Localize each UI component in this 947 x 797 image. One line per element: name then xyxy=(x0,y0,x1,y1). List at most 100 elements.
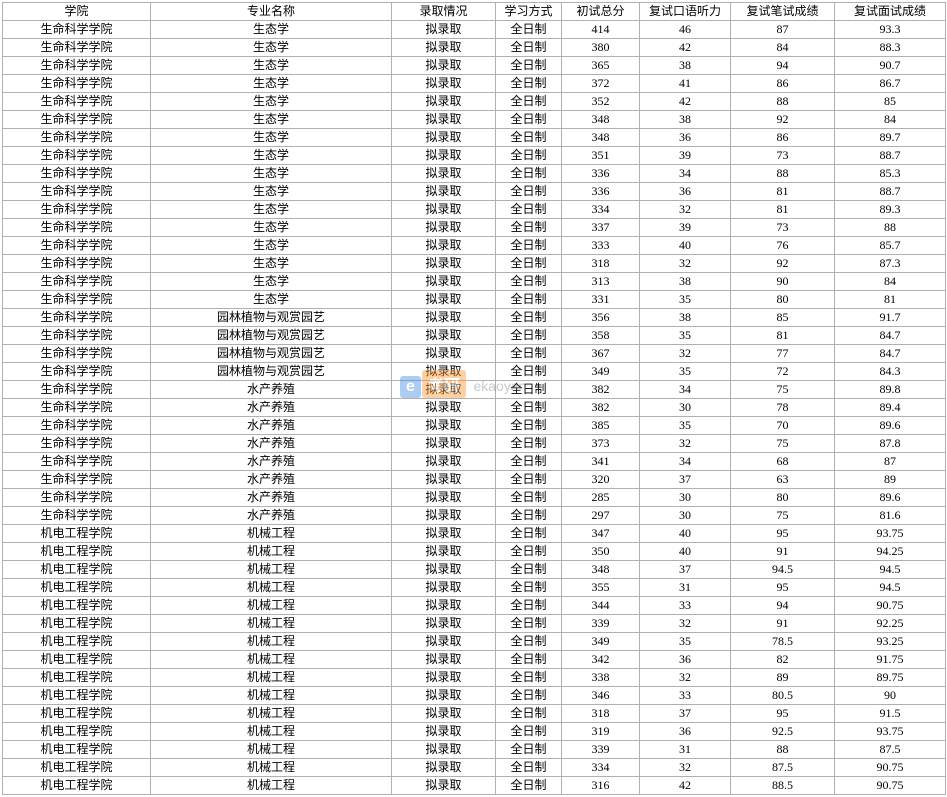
table-row: 生命科学学院水产养殖拟录取全日制382307889.4 xyxy=(3,399,946,417)
cell-college: 生命科学学院 xyxy=(3,327,151,345)
cell-interview: 92.25 xyxy=(835,615,946,633)
cell-prelim: 380 xyxy=(562,39,640,57)
cell-major: 生态学 xyxy=(151,111,392,129)
cell-oral: 35 xyxy=(640,291,731,309)
table-row: 机电工程学院机械工程拟录取全日制3493578.593.25 xyxy=(3,633,946,651)
cell-college: 生命科学学院 xyxy=(3,147,151,165)
cell-prelim: 346 xyxy=(562,687,640,705)
cell-college: 机电工程学院 xyxy=(3,741,151,759)
cell-major: 园林植物与观赏园艺 xyxy=(151,363,392,381)
cell-oral: 38 xyxy=(640,309,731,327)
cell-status: 拟录取 xyxy=(392,201,496,219)
cell-major: 机械工程 xyxy=(151,705,392,723)
cell-college: 生命科学学院 xyxy=(3,219,151,237)
cell-written: 76 xyxy=(731,237,835,255)
cell-prelim: 339 xyxy=(562,741,640,759)
cell-status: 拟录取 xyxy=(392,309,496,327)
cell-written: 78.5 xyxy=(731,633,835,651)
cell-college: 机电工程学院 xyxy=(3,651,151,669)
cell-college: 机电工程学院 xyxy=(3,687,151,705)
cell-interview: 81.6 xyxy=(835,507,946,525)
cell-major: 生态学 xyxy=(151,147,392,165)
cell-status: 拟录取 xyxy=(392,579,496,597)
cell-mode: 全日制 xyxy=(496,759,562,777)
cell-major: 机械工程 xyxy=(151,561,392,579)
cell-college: 机电工程学院 xyxy=(3,759,151,777)
cell-interview: 93.25 xyxy=(835,633,946,651)
table-row: 生命科学学院生态学拟录取全日制336368188.7 xyxy=(3,183,946,201)
cell-interview: 85.3 xyxy=(835,165,946,183)
cell-college: 机电工程学院 xyxy=(3,633,151,651)
cell-interview: 87 xyxy=(835,453,946,471)
cell-prelim: 352 xyxy=(562,93,640,111)
cell-written: 68 xyxy=(731,453,835,471)
table-row: 机电工程学院机械工程拟录取全日制3164288.590.75 xyxy=(3,777,946,795)
cell-written: 95 xyxy=(731,579,835,597)
cell-oral: 32 xyxy=(640,759,731,777)
cell-status: 拟录取 xyxy=(392,111,496,129)
cell-prelim: 339 xyxy=(562,615,640,633)
cell-status: 拟录取 xyxy=(392,399,496,417)
cell-interview: 89.7 xyxy=(835,129,946,147)
cell-major: 生态学 xyxy=(151,183,392,201)
cell-major: 水产养殖 xyxy=(151,435,392,453)
cell-mode: 全日制 xyxy=(496,777,562,795)
cell-college: 生命科学学院 xyxy=(3,435,151,453)
cell-major: 生态学 xyxy=(151,75,392,93)
cell-mode: 全日制 xyxy=(496,363,562,381)
cell-interview: 89.8 xyxy=(835,381,946,399)
cell-oral: 35 xyxy=(640,417,731,435)
cell-mode: 全日制 xyxy=(496,489,562,507)
cell-mode: 全日制 xyxy=(496,93,562,111)
cell-written: 80.5 xyxy=(731,687,835,705)
cell-prelim: 318 xyxy=(562,705,640,723)
cell-major: 机械工程 xyxy=(151,633,392,651)
cell-mode: 全日制 xyxy=(496,129,562,147)
table-row: 机电工程学院机械工程拟录取全日制339318887.5 xyxy=(3,741,946,759)
cell-major: 机械工程 xyxy=(151,669,392,687)
cell-written: 86 xyxy=(731,129,835,147)
cell-prelim: 382 xyxy=(562,399,640,417)
cell-written: 88 xyxy=(731,93,835,111)
cell-status: 拟录取 xyxy=(392,669,496,687)
cell-major: 机械工程 xyxy=(151,777,392,795)
col-header-oral: 复试口语听力 xyxy=(640,3,731,21)
table-row: 生命科学学院水产养殖拟录取全日制341346887 xyxy=(3,453,946,471)
cell-mode: 全日制 xyxy=(496,597,562,615)
table-row: 机电工程学院机械工程拟录取全日制3193692.593.75 xyxy=(3,723,946,741)
cell-prelim: 336 xyxy=(562,165,640,183)
cell-prelim: 331 xyxy=(562,291,640,309)
cell-prelim: 334 xyxy=(562,759,640,777)
col-header-prelim: 初试总分 xyxy=(562,3,640,21)
cell-oral: 32 xyxy=(640,345,731,363)
cell-mode: 全日制 xyxy=(496,399,562,417)
cell-major: 机械工程 xyxy=(151,543,392,561)
cell-status: 拟录取 xyxy=(392,561,496,579)
table-row: 生命科学学院水产养殖拟录取全日制320376389 xyxy=(3,471,946,489)
cell-oral: 40 xyxy=(640,525,731,543)
cell-interview: 93.75 xyxy=(835,723,946,741)
cell-written: 95 xyxy=(731,705,835,723)
cell-status: 拟录取 xyxy=(392,129,496,147)
cell-college: 生命科学学院 xyxy=(3,129,151,147)
cell-status: 拟录取 xyxy=(392,165,496,183)
cell-mode: 全日制 xyxy=(496,453,562,471)
cell-oral: 30 xyxy=(640,507,731,525)
table-row: 生命科学学院水产养殖拟录取全日制297307581.6 xyxy=(3,507,946,525)
cell-college: 机电工程学院 xyxy=(3,669,151,687)
cell-interview: 84 xyxy=(835,273,946,291)
cell-prelim: 414 xyxy=(562,21,640,39)
cell-prelim: 355 xyxy=(562,579,640,597)
cell-mode: 全日制 xyxy=(496,417,562,435)
cell-status: 拟录取 xyxy=(392,237,496,255)
cell-college: 机电工程学院 xyxy=(3,705,151,723)
cell-status: 拟录取 xyxy=(392,273,496,291)
cell-oral: 34 xyxy=(640,165,731,183)
cell-college: 生命科学学院 xyxy=(3,75,151,93)
cell-interview: 85.7 xyxy=(835,237,946,255)
cell-interview: 93.3 xyxy=(835,21,946,39)
table-row: 生命科学学院生态学拟录取全日制331358081 xyxy=(3,291,946,309)
cell-status: 拟录取 xyxy=(392,687,496,705)
table-row: 生命科学学院生态学拟录取全日制348368689.7 xyxy=(3,129,946,147)
cell-written: 80 xyxy=(731,291,835,309)
